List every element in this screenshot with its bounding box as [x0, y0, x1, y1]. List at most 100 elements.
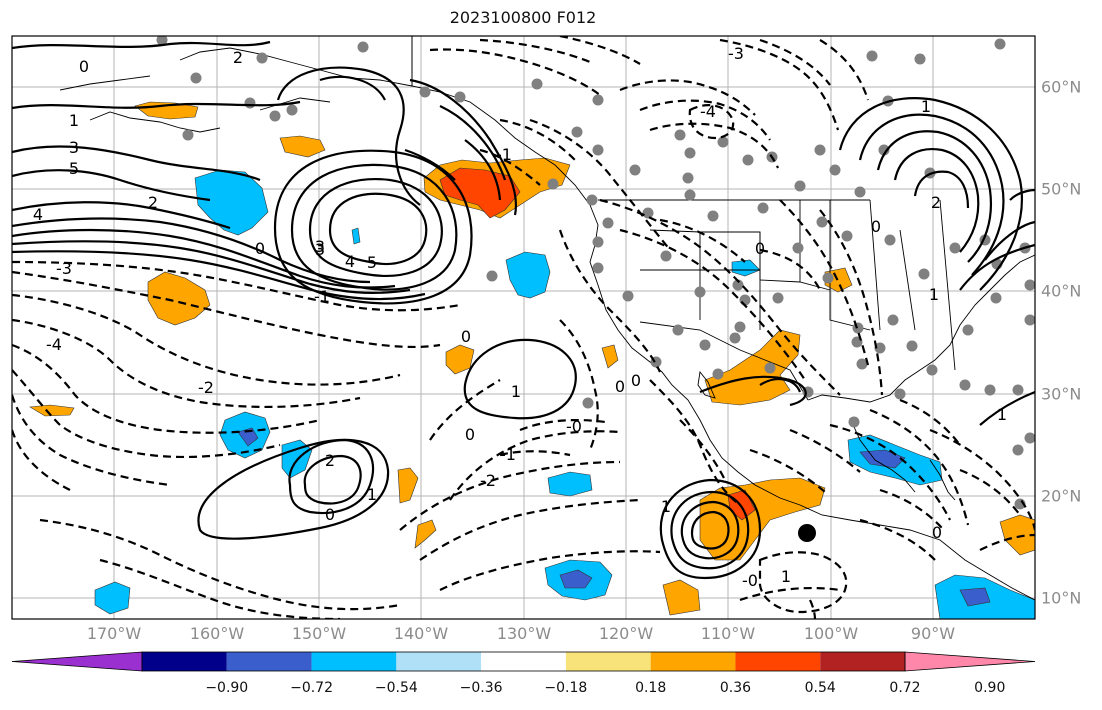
colorbar-label: −0.36 [459, 680, 503, 696]
contour-label: -1 [496, 145, 512, 164]
colorbar-segment [396, 652, 482, 671]
negative-anomaly-pacific-5 [547, 471, 593, 497]
contour-label: 0 [461, 327, 471, 346]
contour-label: 0 [465, 425, 475, 444]
colorbar-label: 0.90 [974, 680, 1006, 696]
contour-label: 1 [511, 382, 521, 401]
colorbar-label: −0.18 [544, 680, 588, 696]
contour-label: -4 [46, 335, 62, 354]
colorbar-segment [226, 652, 312, 671]
contour-label: -2 [198, 378, 214, 397]
contour-label: 0 [325, 505, 335, 524]
lon-tick: 90°W [910, 624, 956, 643]
negative-anomaly-pacific-1 [194, 169, 269, 236]
coastlines [59, 36, 1035, 601]
positive-anomaly-central-pacific [147, 271, 211, 326]
contour-label: 1 [69, 111, 79, 130]
positive-anomaly-small-3 [662, 579, 701, 616]
contour-label: 0 [615, 377, 625, 396]
colorbar-segment [650, 652, 736, 671]
negative-anomaly-caribbean-core [959, 587, 991, 607]
lon-tick: 170°W [86, 624, 142, 643]
storm-position-marker [798, 524, 816, 542]
contour-label: 1 [661, 497, 671, 516]
lon-tick: 110°W [700, 624, 756, 643]
lat-tick: 60°N [1041, 77, 1082, 97]
lon-tick: 100°W [803, 624, 859, 643]
map-title: 2023100800 F012 [449, 8, 597, 27]
colorbar-segment [311, 652, 397, 671]
contour-label: 1 [929, 285, 939, 304]
plot-frame [11, 35, 1036, 620]
contour-label: -3 [728, 44, 744, 63]
colorbar-segment [142, 652, 227, 671]
contour-label: 1 [997, 405, 1007, 424]
positive-anomaly-small-1 [397, 467, 419, 504]
contour-label: 1 [921, 97, 931, 116]
contour-label: 0 [631, 371, 641, 390]
contour-label: 2 [931, 193, 941, 212]
negative-anomaly-pacific-2 [505, 251, 551, 299]
contour-label: 0 [932, 523, 942, 542]
contour-label: 5 [367, 253, 377, 272]
lon-tick: 130°W [496, 624, 552, 643]
colorbar-label: −0.54 [374, 680, 418, 696]
contour-label: 5 [69, 159, 79, 178]
colorbar-label: −0.90 [205, 680, 249, 696]
colorbar-label: 0.36 [719, 680, 752, 696]
lat-tick: 20°N [1041, 486, 1082, 506]
positive-anomaly-small-2 [414, 519, 437, 549]
station-dots [156, 36, 1035, 510]
contour-label: 3 [69, 138, 79, 157]
lat-tick: 30°N [1041, 384, 1082, 404]
contour-label: 4 [345, 252, 355, 271]
colorbar-label: 0.72 [889, 680, 921, 696]
contour-label: -0 [566, 417, 582, 436]
contour-label: -1 [314, 287, 330, 306]
contour-label: 1 [781, 567, 791, 586]
lon-tick: 120°W [598, 624, 654, 643]
colorbar-segment [481, 652, 566, 671]
contour-label: 1 [367, 485, 377, 504]
contour-labels: 0 2 1 3 5 4 2 3 -3 -4 -2 0 5 4 3 0 -1 0 … [33, 44, 1007, 590]
shaded-anomalies [29, 101, 1035, 619]
colorbar-outline [141, 651, 906, 672]
colorbar-segment [565, 652, 651, 671]
contour-label: 0 [755, 239, 765, 258]
positive-anomaly-mexico [704, 329, 801, 406]
negative-anomaly-core-1 [237, 427, 259, 447]
colorbar-extend-high [904, 651, 1036, 672]
strong-positive-anomaly [439, 167, 521, 219]
contour-label: 3 [315, 237, 325, 256]
colorbar-label: 0.54 [804, 680, 836, 696]
positive-anomaly-west [29, 404, 75, 417]
lat-tick: 10°N [1041, 588, 1082, 608]
positive-anomaly-north [601, 344, 619, 369]
contour-label: 0 [871, 217, 881, 236]
negative-anomaly-small [351, 227, 361, 245]
contour-label: 2 [233, 48, 243, 67]
colorbar-segment [820, 652, 905, 671]
contour-label: 2 [325, 451, 335, 470]
lon-tick: 160°W [189, 624, 245, 643]
lon-tick: 150°W [291, 624, 347, 643]
contour-label: 2 [148, 193, 158, 212]
negative-anomaly-pacific-7 [94, 581, 131, 615]
negative-anomaly-core-2 [559, 569, 593, 589]
contour-label: 0 [255, 239, 265, 258]
contour-label: -4 [700, 102, 716, 121]
contour-label: -2 [480, 471, 496, 490]
colorbar-extend-low [11, 651, 143, 672]
contour-label: -0 [742, 571, 758, 590]
lat-tick: 40°N [1041, 281, 1082, 301]
lon-tick: 140°W [393, 624, 449, 643]
contour-label: -3 [56, 259, 72, 278]
contour-label: 3 [315, 240, 325, 259]
contour-label: 0 [79, 57, 89, 76]
positive-anomaly-bering [279, 135, 326, 158]
positive-contours [12, 40, 1035, 580]
lat-tick: 50°N [1041, 179, 1082, 199]
colorbar-segment [735, 652, 821, 671]
colorbar [11, 651, 1036, 672]
